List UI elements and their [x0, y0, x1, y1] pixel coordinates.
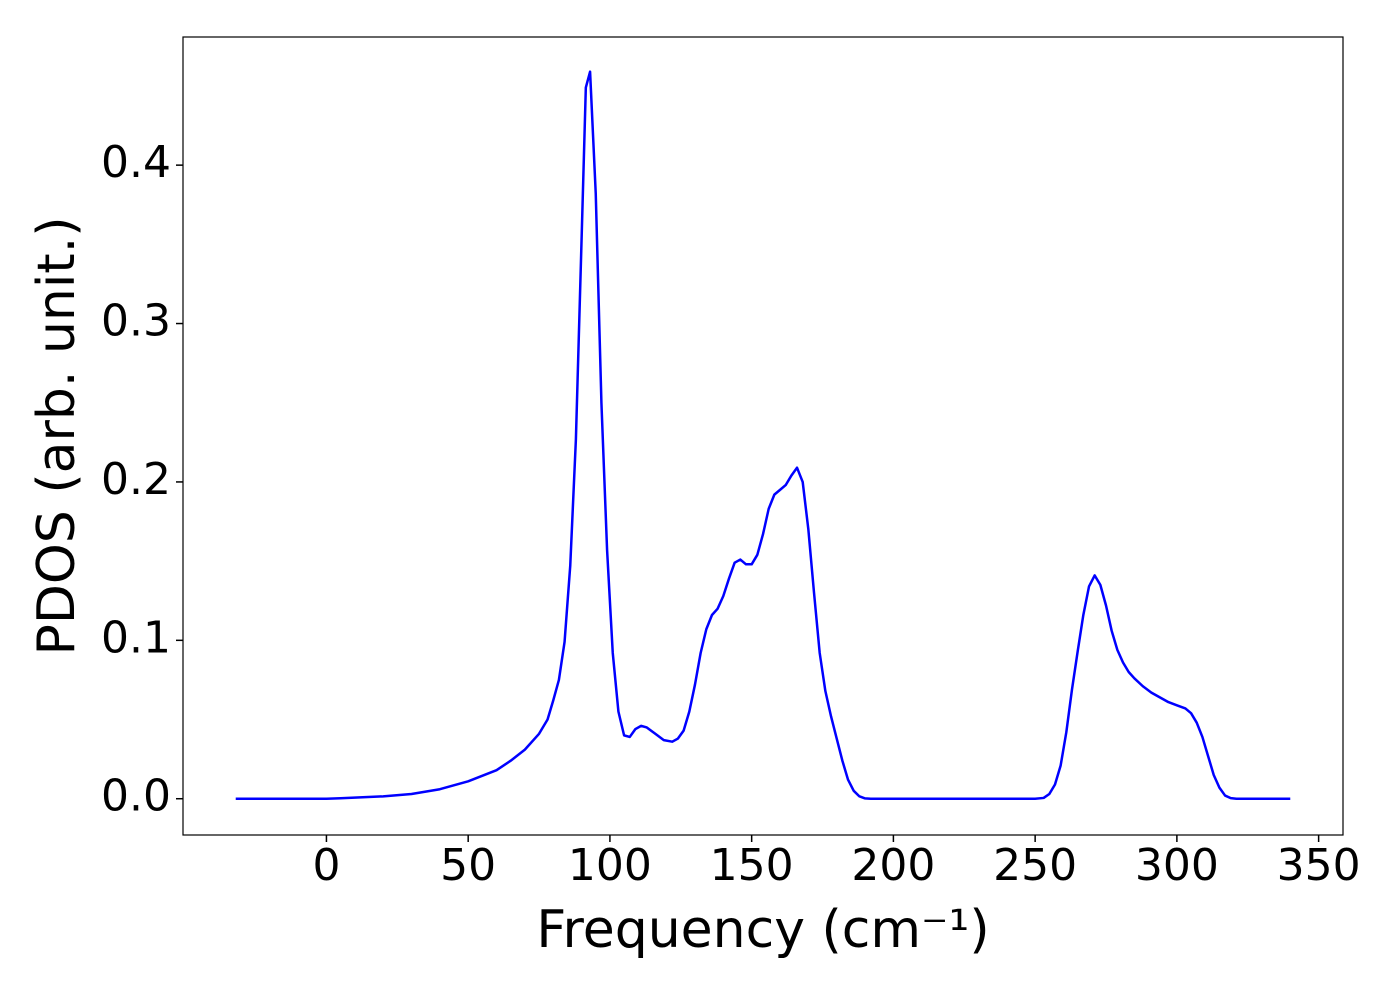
x-tick-label: 0 — [312, 840, 340, 891]
x-tick-label: 50 — [440, 840, 496, 891]
x-tick-label: 200 — [851, 840, 935, 891]
plot-frame — [182, 36, 1344, 836]
line-series — [235, 70, 1291, 800]
y-tick-label: 0.3 — [101, 296, 171, 347]
x-tick-label: 300 — [1135, 840, 1219, 891]
x-tick-label: 250 — [993, 840, 1077, 891]
y-tick-label: 0.2 — [101, 454, 171, 505]
x-axis-label: Frequency (cm⁻¹) — [536, 900, 989, 960]
x-tick-label: 100 — [568, 840, 652, 891]
x-tick-label: 350 — [1277, 840, 1361, 891]
x-tick-label: 150 — [710, 840, 794, 891]
y-axis-label: PDOS (arb. unit.) — [27, 216, 87, 655]
y-tick-label: 0.4 — [101, 137, 171, 188]
y-tick-label: 0.1 — [101, 612, 171, 663]
y-tick-label: 0.0 — [101, 771, 171, 822]
